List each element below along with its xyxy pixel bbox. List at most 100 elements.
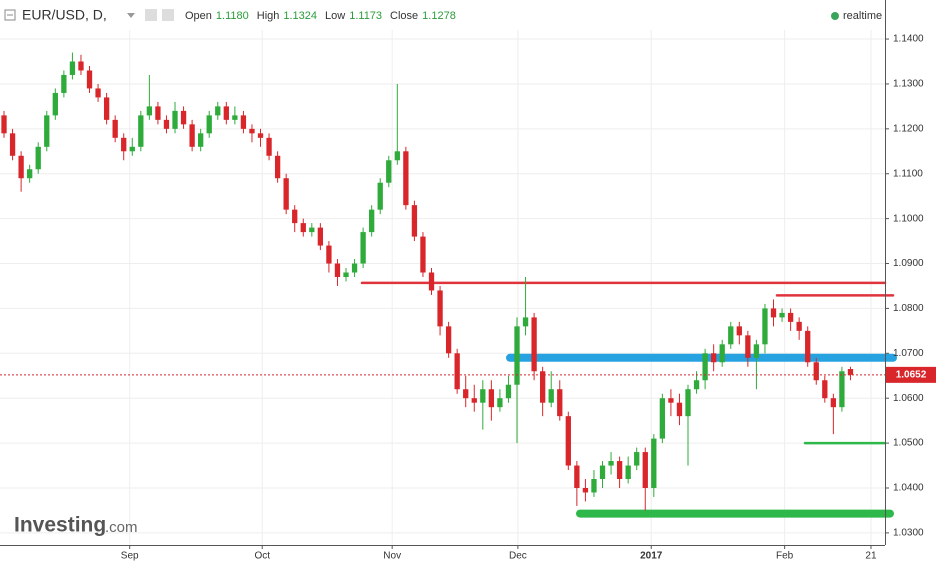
candle-body	[155, 106, 161, 120]
candle-body	[146, 106, 153, 116]
status-dot	[831, 12, 839, 20]
candle-body	[78, 61, 84, 71]
y-tick-label: 1.0800	[893, 303, 924, 314]
candle-body	[420, 236, 426, 273]
legend-value: 1.1324	[283, 10, 317, 22]
candle-body	[736, 326, 742, 336]
candle-body	[608, 461, 614, 466]
candle-body	[847, 369, 854, 375]
candle-body	[292, 209, 298, 224]
candle-body	[480, 389, 486, 403]
candle-body	[223, 106, 229, 120]
candle-body	[702, 353, 708, 381]
dropdown-icon[interactable]	[127, 13, 135, 18]
candle-body	[394, 151, 400, 161]
candle-body	[787, 312, 794, 322]
y-tick-label: 1.1400	[893, 34, 924, 45]
candle-body	[497, 398, 503, 408]
status: realtime	[843, 10, 882, 22]
candle-body	[27, 169, 33, 179]
candle-body	[445, 326, 452, 354]
candle-body	[411, 205, 418, 237]
candle-body	[180, 110, 187, 125]
candle-body	[386, 160, 392, 183]
candle-body	[693, 380, 700, 390]
candle-body	[206, 115, 212, 134]
last-price-tag	[886, 366, 936, 383]
candle-body	[1, 115, 7, 134]
candle-body	[403, 151, 409, 206]
candle-body	[198, 133, 204, 147]
candle-body	[805, 330, 811, 363]
candle-body	[351, 263, 358, 273]
candle-body	[779, 312, 785, 318]
candle-body	[274, 155, 281, 179]
candle-body	[830, 398, 837, 408]
close-icon[interactable]	[162, 9, 174, 21]
candle-body	[369, 209, 375, 233]
x-tick-label: Nov	[383, 551, 401, 562]
candle-body	[189, 124, 195, 147]
candle-body	[762, 308, 768, 345]
candles	[0, 52, 885, 511]
candle-body	[514, 326, 520, 385]
candle-body	[95, 88, 101, 98]
legend-value: 1.1278	[422, 10, 456, 22]
candle-body	[52, 92, 58, 116]
candle-body	[599, 465, 606, 480]
candle-body	[548, 389, 554, 403]
y-tick-label: 1.0300	[893, 528, 924, 539]
legend-label: Low	[325, 10, 345, 22]
y-tick-label: 1.0500	[893, 438, 924, 449]
candle-body	[249, 128, 255, 134]
candle-body	[822, 380, 828, 399]
candle-body	[343, 272, 349, 277]
candle-body	[839, 371, 845, 408]
candle-body	[437, 290, 443, 327]
last-price-label: 1.0652	[896, 369, 927, 380]
candle-body	[129, 146, 135, 152]
candle-body	[334, 263, 341, 277]
y-tick-label: 1.1000	[893, 213, 924, 224]
candle-body	[215, 106, 221, 116]
candle-body	[753, 344, 760, 358]
candle-body	[531, 317, 537, 372]
candle-body	[770, 308, 777, 318]
candle-body	[505, 384, 512, 399]
candle-body	[138, 115, 144, 147]
x-tick-label: Feb	[776, 551, 794, 562]
brand-suffix: .com	[105, 519, 138, 536]
candle-body	[360, 232, 366, 264]
candle-body	[651, 438, 657, 488]
y-tick-label: 1.0700	[893, 348, 924, 359]
candle-body	[326, 245, 332, 264]
settings-icon[interactable]	[145, 9, 157, 21]
x-tick-label: Oct	[254, 551, 270, 562]
candle-body	[565, 416, 571, 466]
candle-body	[522, 317, 529, 327]
collapse-icon[interactable]	[4, 9, 16, 21]
grid	[0, 30, 885, 545]
candle-body	[9, 133, 16, 156]
candle-body	[625, 465, 631, 480]
candle-body	[634, 452, 640, 466]
candle-body	[61, 74, 67, 93]
candle-body	[796, 321, 802, 331]
candle-body	[711, 353, 717, 363]
candle-body	[574, 465, 580, 488]
candle-body	[728, 326, 734, 345]
candle-body	[163, 119, 170, 129]
candle-body	[377, 182, 383, 210]
candle-body	[454, 353, 460, 390]
symbol-title: EUR/USD, D,	[22, 7, 107, 23]
candle-body	[103, 97, 110, 120]
candle-body	[112, 119, 118, 138]
ohlc-legend: Open 1.1180 High 1.1324 Low 1.1173 Close 1.1278	[185, 10, 456, 22]
y-tick-label: 1.1300	[893, 79, 924, 90]
candle-body	[283, 178, 289, 210]
y-tick-label: 1.0900	[893, 258, 924, 269]
candle-body	[642, 452, 648, 488]
legend-label: Open	[185, 10, 212, 22]
